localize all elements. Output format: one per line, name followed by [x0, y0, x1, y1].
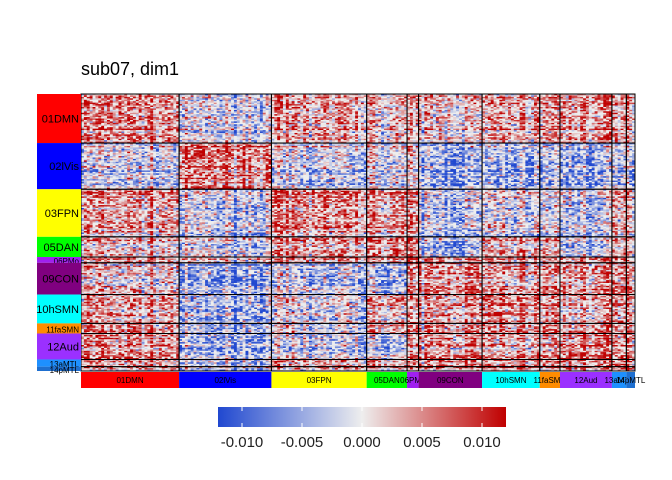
chart-title: sub07, dim1	[81, 59, 179, 79]
heatmap-cells	[81, 94, 635, 371]
